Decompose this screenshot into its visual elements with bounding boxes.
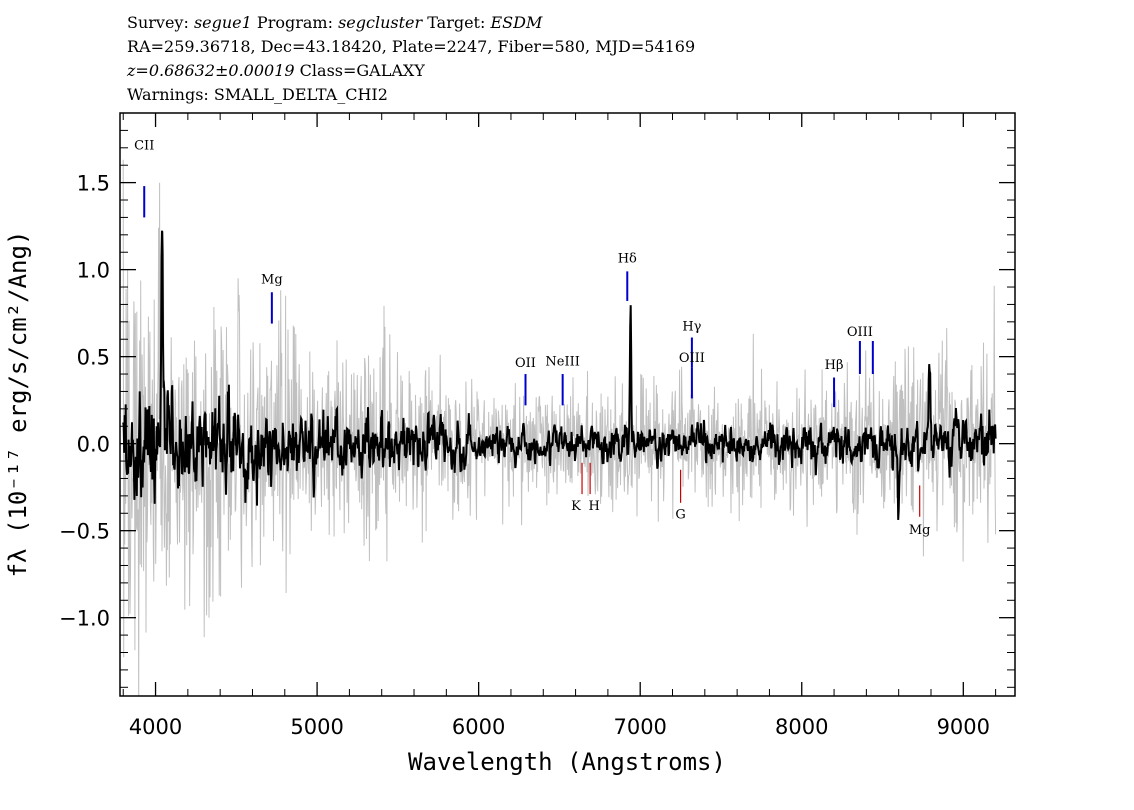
header-line-3: z=0.68632±0.00019 Class=GALAXY — [127, 61, 425, 81]
flux-smoothed-series — [122, 230, 997, 520]
program-label: Program: — [256, 13, 333, 32]
header-warnings: Warnings: SMALL_DELTA_CHI2 — [127, 85, 388, 104]
black-flux-line — [122, 230, 997, 520]
y-tick-label: −1.0 — [59, 607, 110, 631]
emission-line-label: OII — [515, 356, 536, 371]
x-tick-label: 5000 — [290, 715, 343, 739]
y-tick-label: 0.5 — [77, 346, 110, 370]
emission-line-label: Mg — [261, 273, 283, 288]
x-tick-label: 8000 — [775, 715, 828, 739]
x-tick-label: 6000 — [452, 715, 505, 739]
class-value: Class=GALAXY — [299, 61, 425, 80]
target-label: Target: — [427, 13, 486, 32]
survey-value: segue1 — [193, 13, 252, 32]
line-markers: CII Mg OII NeIII Hδ Hγ OIII Hβ OIII K H G Mg — [134, 139, 930, 539]
redshift-value: z=0.68632±0.00019 — [127, 61, 295, 80]
absorption-line-label: H — [588, 499, 599, 514]
survey-label: Survey: — [127, 13, 189, 32]
y-tick-label: −0.5 — [59, 520, 110, 544]
header-line-1: Survey: segue1 Program: segcluster Targe… — [127, 13, 542, 33]
x-tick-label: 4000 — [129, 715, 182, 739]
y-axis-title: fλ (10⁻¹⁷ erg/s/cm²/Ang) — [4, 231, 32, 578]
y-tick-label: 1.0 — [77, 259, 110, 283]
header-line-2: RA=259.36718, Dec=43.18420, Plate=2247, … — [127, 37, 696, 56]
absorption-line-label: Mg — [909, 523, 931, 538]
plot-frame — [119, 112, 1016, 697]
absorption-line-label: K — [571, 499, 581, 514]
emission-line-label: OIII — [679, 351, 705, 366]
x-axis-title: Wavelength (Angstroms) — [408, 748, 726, 776]
emission-line-label: NeIII — [545, 354, 579, 369]
emission-line-label: OIII — [847, 325, 873, 340]
emission-line-label: CII — [134, 139, 154, 154]
emission-line-label: Hγ — [682, 320, 701, 335]
target-value: ESDM — [490, 13, 543, 32]
emission-line-label: Hδ — [618, 252, 637, 267]
x-tick-label: 7000 — [613, 715, 666, 739]
y-tick-label: 0.0 — [77, 433, 110, 457]
program-value: segcluster — [338, 13, 423, 32]
axis-ticks: 4000 5000 6000 7000 8000 9000 −1.0 −0.5 0.0 0.5 1.… — [59, 113, 1015, 739]
x-tick-label: 9000 — [937, 715, 990, 739]
emission-line-label: Hβ — [825, 358, 844, 373]
absorption-line-label: G — [675, 507, 685, 522]
y-tick-label: 1.5 — [77, 172, 110, 196]
